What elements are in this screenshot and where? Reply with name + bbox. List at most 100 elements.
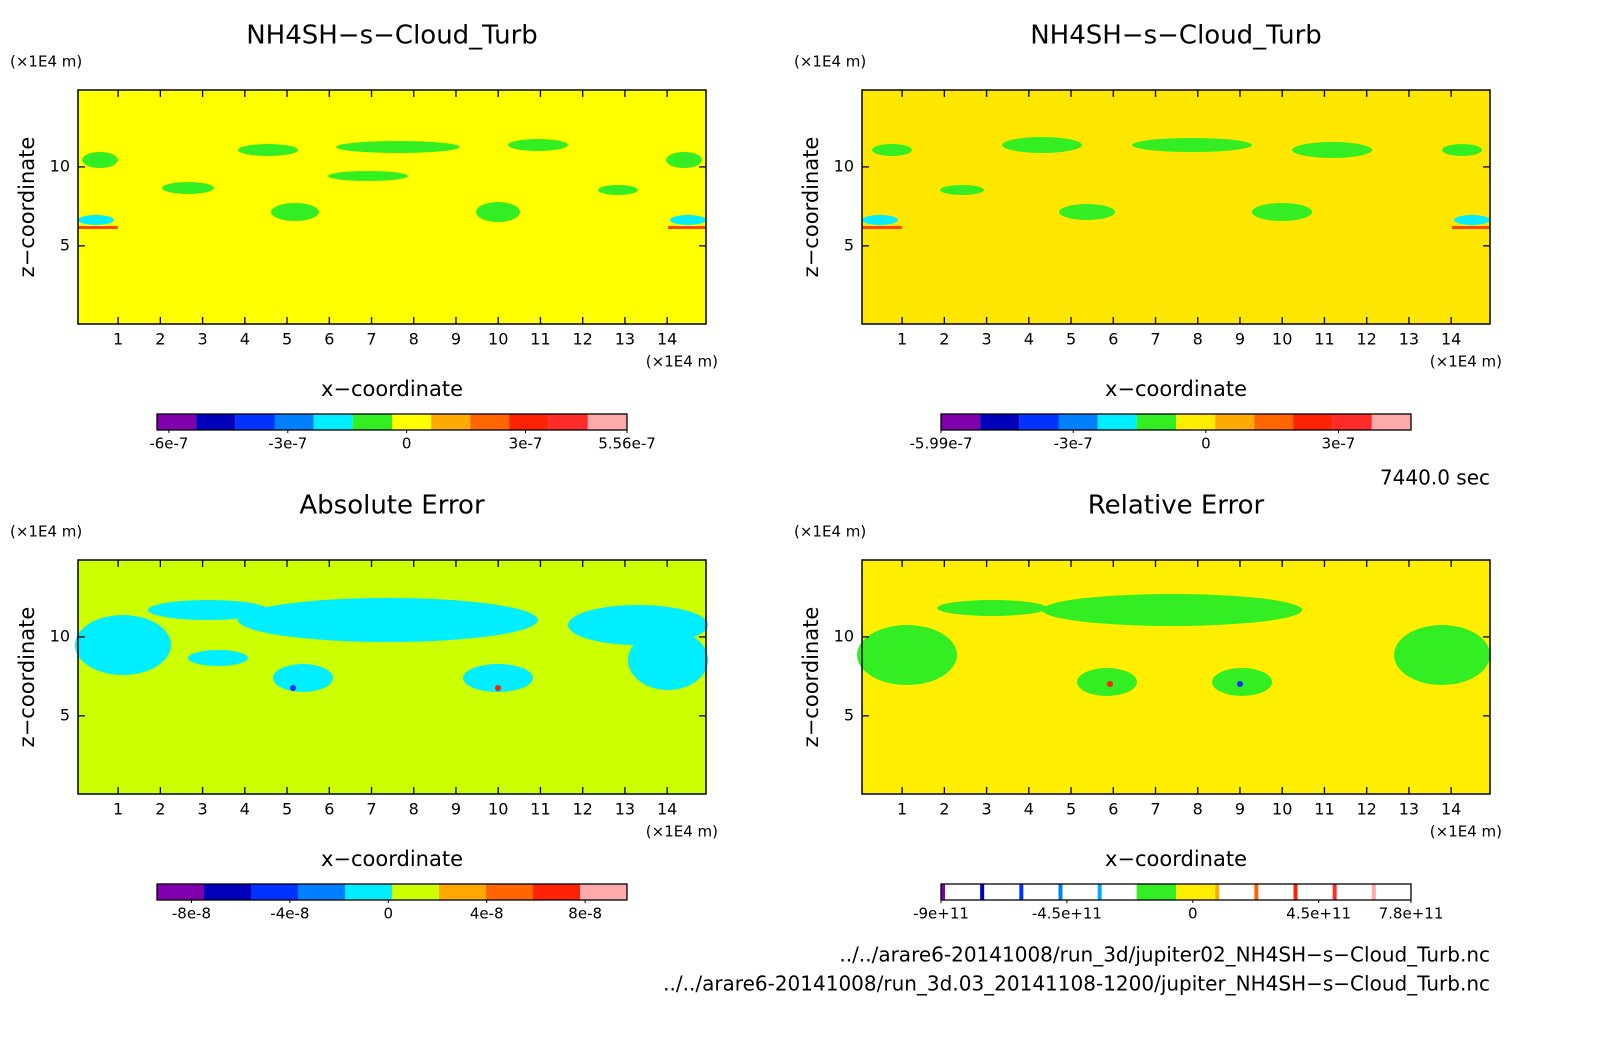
x-axis-label: x−coordinate [321, 847, 463, 871]
x-tick-label: 13 [1399, 800, 1419, 819]
y-tick-label: 10 [50, 626, 70, 645]
colorbar-box [1254, 414, 1294, 430]
y-tick-label: 10 [834, 626, 854, 645]
colorbar-box [313, 414, 353, 430]
colorbar-stripe [1097, 884, 1102, 900]
field-background [862, 90, 1490, 324]
x-tick-label: 9 [451, 330, 461, 349]
x-tick-label: 5 [1066, 800, 1076, 819]
file-path: ../../arare6-20141008/run_3d.03_20141108… [663, 972, 1490, 996]
x-tick-label: 4 [240, 800, 250, 819]
y-unit: (×1E4 m) [10, 53, 82, 71]
y-tick-label: 5 [60, 705, 70, 724]
x-tick-label: 5 [282, 330, 292, 349]
colorbar-box [548, 414, 588, 430]
colorbar-box [345, 884, 392, 900]
x-tick-label: 10 [1272, 330, 1292, 349]
colorbar-tick-label: -5.99e-7 [910, 435, 973, 453]
x-tick-label: 9 [1235, 800, 1245, 819]
colorbar-box [470, 414, 510, 430]
colorbar-box [1176, 414, 1216, 430]
colorbar-box [352, 414, 392, 430]
colorbar-tick-label: 4e-8 [470, 905, 504, 923]
colorbar-frame [156, 413, 628, 431]
colorbar-box [980, 414, 1020, 430]
colorbar-tick-label: 0 [384, 905, 394, 923]
colorbar-box [1176, 884, 1216, 900]
colorbar-box [533, 884, 580, 900]
y-tick-label: 10 [834, 156, 854, 175]
x-tick-label: 6 [324, 800, 334, 819]
x-tick-label: 8 [1193, 330, 1203, 349]
x-tick-label: 14 [1441, 330, 1461, 349]
colorbar-box [1058, 414, 1098, 430]
x-tick-label: 9 [451, 800, 461, 819]
colorbar-tick-label: -4.5e+11 [1032, 905, 1102, 923]
x-tick-label: 3 [981, 330, 991, 349]
x-tick-label: 5 [1066, 330, 1076, 349]
x-tick-label: 4 [1024, 330, 1034, 349]
x-tick-label: 14 [657, 800, 677, 819]
x-tick-label: 3 [197, 330, 207, 349]
colorbar-tick-label: 8e-8 [568, 905, 602, 923]
colorbar-tick-label: 3e-7 [509, 435, 543, 453]
colorbar-tick-label: -3e-7 [1054, 435, 1093, 453]
y-axis-label: z−coordinate [15, 137, 39, 278]
colorbar-tick-label: 7.8e+11 [1379, 905, 1444, 923]
colorbar-box [980, 884, 1020, 900]
x-tick-label: 7 [366, 330, 376, 349]
contour-regions [857, 594, 1490, 696]
x-axis-label: x−coordinate [321, 377, 463, 401]
x-tick-label: 10 [488, 330, 508, 349]
y-tick-label: 5 [60, 235, 70, 254]
colorbar-tick-label: 4.5e+11 [1286, 905, 1351, 923]
colorbar-stripe [1019, 884, 1024, 900]
colorbar-tick-label: -9e+11 [913, 905, 969, 923]
x-tick-label: 8 [409, 800, 419, 819]
x-tick-label: 10 [488, 800, 508, 819]
x-axis-label: x−coordinate [1105, 377, 1247, 401]
colorbar-tick-label: -8e-8 [172, 905, 211, 923]
x-tick-label: 7 [366, 800, 376, 819]
colorbar-box [1097, 884, 1137, 900]
x-tick-label: 2 [155, 800, 165, 819]
colorbar-frame [940, 883, 1412, 901]
x-axis-label: x−coordinate [1105, 847, 1247, 871]
x-tick-label: 6 [1108, 330, 1118, 349]
x-tick-label: 2 [939, 330, 949, 349]
y-tick-label: 5 [844, 235, 854, 254]
panel-title: Absolute Error [299, 491, 485, 521]
colorbar-box [580, 884, 627, 900]
colorbar-box [1058, 884, 1098, 900]
colorbar-box [392, 414, 432, 430]
x-tick-label: 7 [1150, 330, 1160, 349]
x-tick-label: 1 [897, 330, 907, 349]
x-unit: (×1E4 m) [1430, 353, 1502, 371]
x-tick-label: 12 [573, 330, 593, 349]
colorbar-box [392, 884, 439, 900]
plot-frame [861, 559, 1491, 795]
file-path: ../../arare6-20141008/run_3d/jupiter02_N… [839, 943, 1490, 967]
x-tick-label: 5 [282, 800, 292, 819]
colorbar-tick-label: 0 [1188, 905, 1198, 923]
y-tick-label: 5 [844, 705, 854, 724]
x-unit: (×1E4 m) [646, 353, 718, 371]
field-background [78, 90, 706, 324]
plot-frame [77, 559, 707, 795]
x-tick-label: 8 [409, 330, 419, 349]
colorbar-box [1215, 414, 1255, 430]
y-axis-label: z−coordinate [799, 137, 823, 278]
y-tick-label: 10 [50, 156, 70, 175]
colorbar-box [1136, 884, 1176, 900]
colorbar-box [1293, 884, 1333, 900]
colorbar-stripe [1371, 884, 1376, 900]
colorbar-stripe [1136, 884, 1141, 900]
colorbar-box [1215, 884, 1255, 900]
x-tick-label: 1 [897, 800, 907, 819]
field-background [78, 560, 706, 794]
x-tick-label: 4 [240, 330, 250, 349]
colorbar-stripe [941, 884, 945, 900]
x-tick-label: 3 [197, 800, 207, 819]
y-axis-label: z−coordinate [799, 607, 823, 748]
